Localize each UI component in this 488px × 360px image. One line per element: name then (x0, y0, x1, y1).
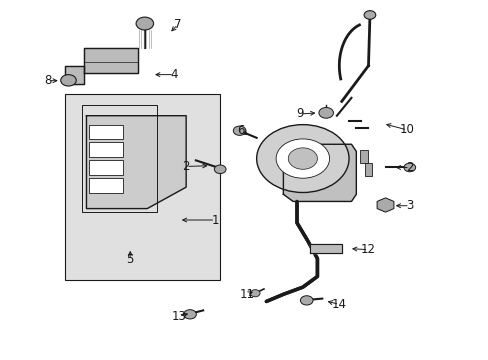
Circle shape (287, 148, 317, 169)
Bar (89, 178, 122, 193)
Circle shape (318, 108, 333, 118)
Circle shape (233, 126, 245, 135)
Text: 13: 13 (171, 310, 186, 323)
Circle shape (250, 290, 260, 297)
Polygon shape (86, 116, 186, 208)
Circle shape (377, 199, 392, 211)
Bar (89, 125, 122, 139)
Circle shape (61, 75, 76, 86)
Circle shape (300, 296, 312, 305)
Bar (81, 105, 157, 212)
Bar (359, 150, 367, 163)
Text: 2: 2 (182, 160, 189, 173)
Text: 14: 14 (331, 298, 346, 311)
Text: 10: 10 (399, 123, 414, 136)
Polygon shape (283, 144, 356, 202)
Text: 11: 11 (239, 288, 254, 301)
Text: 2: 2 (405, 161, 413, 174)
Circle shape (183, 310, 196, 319)
Circle shape (256, 125, 348, 193)
Text: 7: 7 (174, 18, 181, 31)
Circle shape (364, 11, 375, 19)
Bar (364, 163, 372, 176)
Text: 9: 9 (296, 107, 304, 120)
Text: 12: 12 (360, 243, 375, 256)
Bar (89, 160, 122, 175)
Circle shape (276, 139, 329, 178)
Polygon shape (64, 66, 84, 84)
Text: 4: 4 (170, 68, 177, 81)
Polygon shape (84, 48, 137, 73)
Bar (64, 94, 220, 280)
Text: 5: 5 (126, 253, 134, 266)
Circle shape (136, 17, 153, 30)
Text: 8: 8 (44, 74, 51, 87)
Circle shape (403, 163, 415, 172)
Text: 3: 3 (406, 199, 413, 212)
Text: 1: 1 (211, 213, 219, 226)
Bar (89, 143, 122, 157)
Text: 6: 6 (237, 124, 244, 137)
Circle shape (214, 165, 225, 174)
Polygon shape (309, 244, 341, 253)
